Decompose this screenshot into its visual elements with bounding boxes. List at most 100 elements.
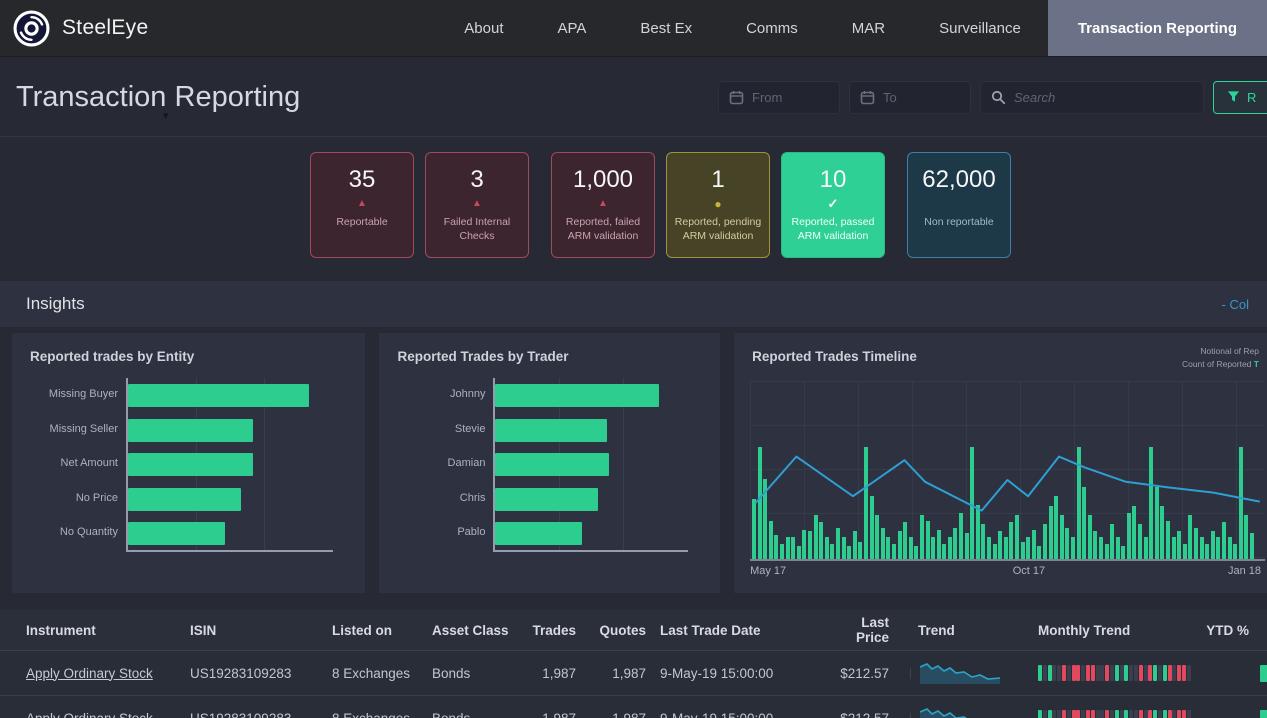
nav-item-surveillance[interactable]: Surveillance xyxy=(939,19,1021,37)
timeline-bar xyxy=(768,520,773,560)
heat-cell xyxy=(1167,710,1172,718)
kpi-card-red[interactable]: 35 ▲ Reportable xyxy=(310,152,414,258)
trader-bar-chart[interactable]: Johnny Stevie Damian Chris Pablo xyxy=(397,378,702,556)
kpi-value: 1,000 xyxy=(572,166,634,193)
kpi-card-blue[interactable]: 62,000 Non reportable xyxy=(907,152,1011,258)
nav-item-transaction-reporting[interactable]: Transaction Reporting xyxy=(1047,0,1267,56)
to-date-field[interactable] xyxy=(849,81,971,114)
bar-no-quantity[interactable] xyxy=(128,522,225,545)
search-field[interactable] xyxy=(980,81,1204,114)
ytd-indicator xyxy=(1260,710,1267,718)
col-last-price[interactable]: Last Price xyxy=(855,615,889,645)
nav-item-best-ex[interactable]: Best Ex xyxy=(640,19,693,37)
timeline-bar xyxy=(841,536,846,560)
timeline-bars xyxy=(752,381,1265,560)
heat-cell xyxy=(1119,665,1124,681)
timeline-bar xyxy=(908,536,913,560)
heat-cell xyxy=(1090,665,1095,681)
timeline-bar xyxy=(1182,543,1187,560)
ytd-cell xyxy=(1190,696,1267,718)
kpi-value: 1 xyxy=(711,166,725,193)
search-input[interactable] xyxy=(1014,90,1193,105)
chart-title: Reported Trades by Trader xyxy=(397,349,569,364)
heat-cell xyxy=(1172,665,1177,681)
x-tick: Jan 18 xyxy=(1227,565,1261,577)
bar-pablo[interactable] xyxy=(495,522,583,545)
timeline-bar xyxy=(858,542,863,560)
listed-on-value: 8 Exchanges xyxy=(332,665,411,681)
timeline-bar xyxy=(1065,527,1070,560)
kpi-label: Reported, passed ARM validation xyxy=(791,216,875,243)
timeline-bar xyxy=(981,524,986,560)
kpi-label: Reportable xyxy=(336,216,388,228)
col-trend[interactable]: Trend xyxy=(918,622,955,638)
collapse-link[interactable]: - Col xyxy=(1221,296,1249,312)
heat-cell xyxy=(1114,665,1119,681)
report-filter-button[interactable]: R xyxy=(1213,81,1267,114)
bar-plot-area xyxy=(493,378,689,552)
heat-cell xyxy=(1157,710,1162,718)
col-last-trade-date[interactable]: Last Trade Date xyxy=(660,622,761,638)
heat-cell xyxy=(1100,710,1105,718)
table-row[interactable]: Apply Ordinary Stock US19283109283 8 Exc… xyxy=(0,650,1267,695)
heat-cell xyxy=(1100,665,1105,681)
bar-chris[interactable] xyxy=(495,487,598,511)
heat-cell xyxy=(1162,665,1167,681)
to-date-input[interactable] xyxy=(883,90,960,105)
instrument-link[interactable]: Apply Ordinary Stock xyxy=(26,665,153,681)
timeline-bar xyxy=(931,536,936,560)
bar-damian[interactable] xyxy=(495,453,610,476)
instrument-link[interactable]: Apply Ordinary Stock xyxy=(26,710,153,718)
entity-bar-chart[interactable]: Missing Buyer Missing Seller Net Amount No … xyxy=(30,378,347,556)
bar-stevie[interactable] xyxy=(495,418,608,442)
col-ytd[interactable]: YTD % xyxy=(1206,622,1249,638)
col-asset-class[interactable]: Asset Class xyxy=(432,622,509,638)
from-date-input[interactable] xyxy=(752,90,829,105)
trend-sparkline xyxy=(919,707,968,718)
gridline xyxy=(622,378,624,550)
heat-cell xyxy=(1177,710,1182,718)
heat-cell xyxy=(1153,665,1158,681)
col-listed-on[interactable]: Listed on xyxy=(332,622,392,638)
title-caret-icon[interactable]: ▾ xyxy=(163,110,169,122)
table-row[interactable]: Apply Ordinary Stock US19283109283 8 Exc… xyxy=(0,695,1267,718)
nav-item-about[interactable]: About xyxy=(464,19,504,37)
bar-net-amount[interactable] xyxy=(128,453,254,476)
bar-missing-seller[interactable] xyxy=(128,418,254,442)
col-quotes[interactable]: Quotes xyxy=(599,622,646,638)
timeline-bar xyxy=(875,515,880,560)
timeline-bar xyxy=(852,531,857,560)
heat-cell xyxy=(1162,710,1167,718)
from-date-field[interactable] xyxy=(718,81,840,114)
category-label: Pablo xyxy=(457,526,486,538)
col-trades[interactable]: Trades xyxy=(532,622,576,638)
kpi-value: 10 xyxy=(819,166,847,193)
timeline-plot[interactable] xyxy=(750,381,1265,561)
bar-johnny[interactable] xyxy=(495,384,660,407)
col-monthly-trend[interactable]: Monthly Trend xyxy=(1038,622,1131,638)
kpi-card-yellow[interactable]: 1 ● Reported, pending ARM validation xyxy=(666,152,770,258)
timeline-bar xyxy=(886,536,891,560)
kpi-card-green[interactable]: 10 ✓ Reported, passed ARM validation xyxy=(781,152,885,258)
asset-class-value: Bonds xyxy=(432,710,471,718)
bar-no-price[interactable] xyxy=(128,487,241,511)
heat-cell xyxy=(1114,710,1119,718)
nav-item-apa[interactable]: APA xyxy=(557,19,587,37)
nav-item-mar[interactable]: MAR xyxy=(851,19,886,37)
bar-missing-buyer[interactable] xyxy=(128,384,309,407)
nav-item-comms[interactable]: Comms xyxy=(746,19,798,37)
kpi-card-red[interactable]: 1,000 ▲ Reported, failed ARM validation xyxy=(551,152,655,258)
timeline-bar xyxy=(925,520,930,560)
listed-on-value: 8 Exchanges xyxy=(332,710,411,718)
timeline-bar xyxy=(1070,536,1075,560)
heat-cell xyxy=(1138,665,1143,681)
brand[interactable]: SteelEye xyxy=(0,0,148,56)
col-instrument[interactable]: Instrument xyxy=(26,622,96,638)
timeline-bar xyxy=(1194,527,1198,560)
kpi-card-red[interactable]: 3 ▲ Failed Internal Checks xyxy=(425,152,529,258)
calendar-icon xyxy=(860,90,875,105)
col-isin[interactable]: ISIN xyxy=(190,622,217,638)
timeline-bar xyxy=(1221,522,1226,560)
heat-cell xyxy=(1124,665,1129,681)
timeline-bar xyxy=(919,515,924,560)
